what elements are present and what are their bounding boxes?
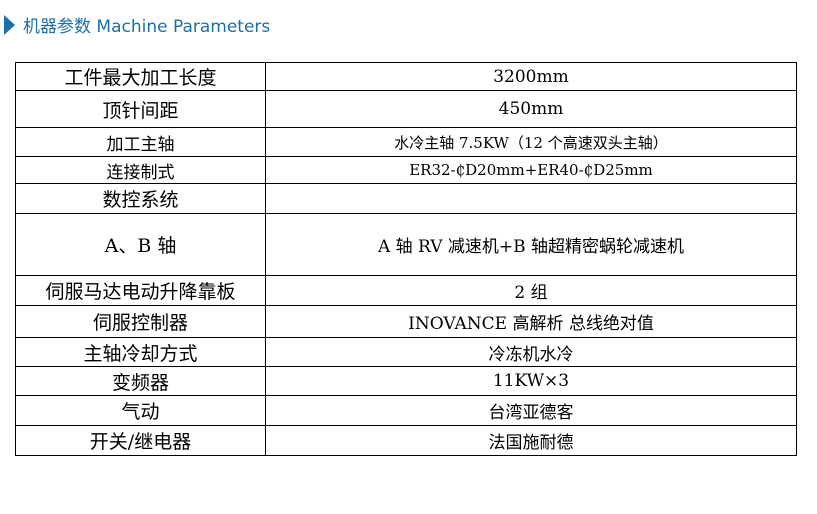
section-title: 机器参数 Machine Parameters xyxy=(23,17,271,37)
param-value: 法国施耐德 xyxy=(265,425,797,456)
param-label: 连接制式 xyxy=(15,156,266,184)
param-label: 伺服控制器 xyxy=(15,305,266,338)
table-row: 数控系统 xyxy=(15,183,797,214)
param-value: INOVANCE 高解析 总线绝对值 xyxy=(265,305,797,338)
table-row: 顶针间距 450mm xyxy=(15,90,797,128)
param-value: 台湾亚德客 xyxy=(265,395,797,426)
param-label: 加工主轴 xyxy=(15,127,266,157)
table-row: 开关/继电器 法国施耐德 xyxy=(15,425,797,456)
param-value: 2 组 xyxy=(265,275,797,306)
table-row: 工件最大加工长度 3200mm xyxy=(15,62,797,91)
chevron-right-icon xyxy=(4,14,15,35)
param-label: 气动 xyxy=(15,395,266,426)
param-value: 3200mm xyxy=(265,62,797,91)
table-row: 主轴冷却方式 冷冻机水冷 xyxy=(15,337,797,367)
param-value: 450mm xyxy=(265,90,797,128)
param-label: 开关/继电器 xyxy=(15,425,266,456)
section-header: 机器参数 Machine Parameters xyxy=(4,12,270,37)
table-row: 变频器 11KW×3 xyxy=(15,366,797,396)
table-row: 伺服马达电动升降靠板 2 组 xyxy=(15,275,797,306)
param-value: 冷冻机水冷 xyxy=(265,337,797,367)
param-value: 11KW×3 xyxy=(265,366,797,396)
param-label: 变频器 xyxy=(15,366,266,396)
param-value: ER32-₵D20mm+ER40-₵D25mm xyxy=(265,156,797,184)
param-value xyxy=(265,183,797,214)
param-label: 主轴冷却方式 xyxy=(15,337,266,367)
parameters-table: 工件最大加工长度 3200mm 顶针间距 450mm 加工主轴 水冷主轴 7.5KW（12… xyxy=(15,62,797,456)
param-label: 伺服马达电动升降靠板 xyxy=(15,275,266,306)
param-value: 水冷主轴 7.5KW（12 个高速双头主轴） xyxy=(265,127,797,157)
param-label: A、B 轴 xyxy=(15,213,266,276)
table-row: 加工主轴 水冷主轴 7.5KW（12 个高速双头主轴） xyxy=(15,127,797,157)
table-row: 气动 台湾亚德客 xyxy=(15,395,797,426)
param-label: 数控系统 xyxy=(15,183,266,214)
table-row: 连接制式 ER32-₵D20mm+ER40-₵D25mm xyxy=(15,156,797,184)
param-label: 工件最大加工长度 xyxy=(15,62,266,91)
table-row: 伺服控制器 INOVANCE 高解析 总线绝对值 xyxy=(15,305,797,338)
param-value: A 轴 RV 减速机+B 轴超精密蜗轮减速机 xyxy=(265,213,797,276)
param-label: 顶针间距 xyxy=(15,90,266,128)
